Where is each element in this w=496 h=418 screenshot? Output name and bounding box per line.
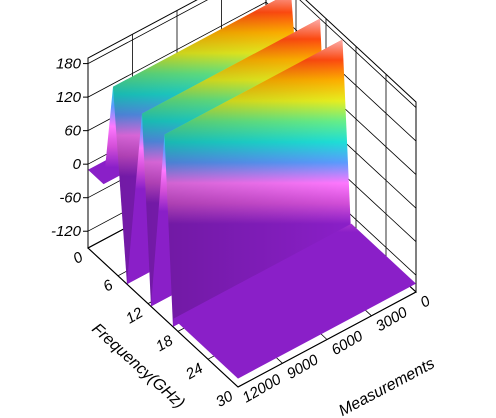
frequency-tick-label: 12 <box>123 304 147 327</box>
measurement-tick-label: 3000 <box>373 304 411 336</box>
z-tick-label: 60 <box>64 123 81 140</box>
z-tick-label: 0 <box>73 156 82 173</box>
frequency-axis-line <box>87 247 239 388</box>
surface-plot <box>88 0 416 379</box>
measurement-axis-line <box>237 291 417 388</box>
frequency-tick-label: 18 <box>153 332 177 355</box>
measurement-axis-title: Measurements <box>336 355 437 418</box>
frequency-tick-label: 30 <box>213 387 237 410</box>
frequency-tick-label: 6 <box>100 276 116 295</box>
z-gridline <box>87 0 417 108</box>
axis-box-front <box>83 58 417 388</box>
z-tick-label: -120 <box>51 223 82 240</box>
z-tick-label: 180 <box>56 56 82 73</box>
z-tick-label: -60 <box>59 190 81 207</box>
frequency-tick-label: 0 <box>70 248 86 267</box>
measurement-tick-label: 6000 <box>329 327 367 359</box>
measurement-tick-label: 0 <box>418 292 434 311</box>
measurement-tick-label: 12000 <box>240 371 285 407</box>
frequency-tick-label: 24 <box>182 360 206 384</box>
surface-facet <box>173 223 416 379</box>
frequency-axis-title: Frequency(GHz) <box>88 320 187 412</box>
z-tick-label: 120 <box>56 89 82 106</box>
measurement-tick-label: 9000 <box>284 351 322 383</box>
